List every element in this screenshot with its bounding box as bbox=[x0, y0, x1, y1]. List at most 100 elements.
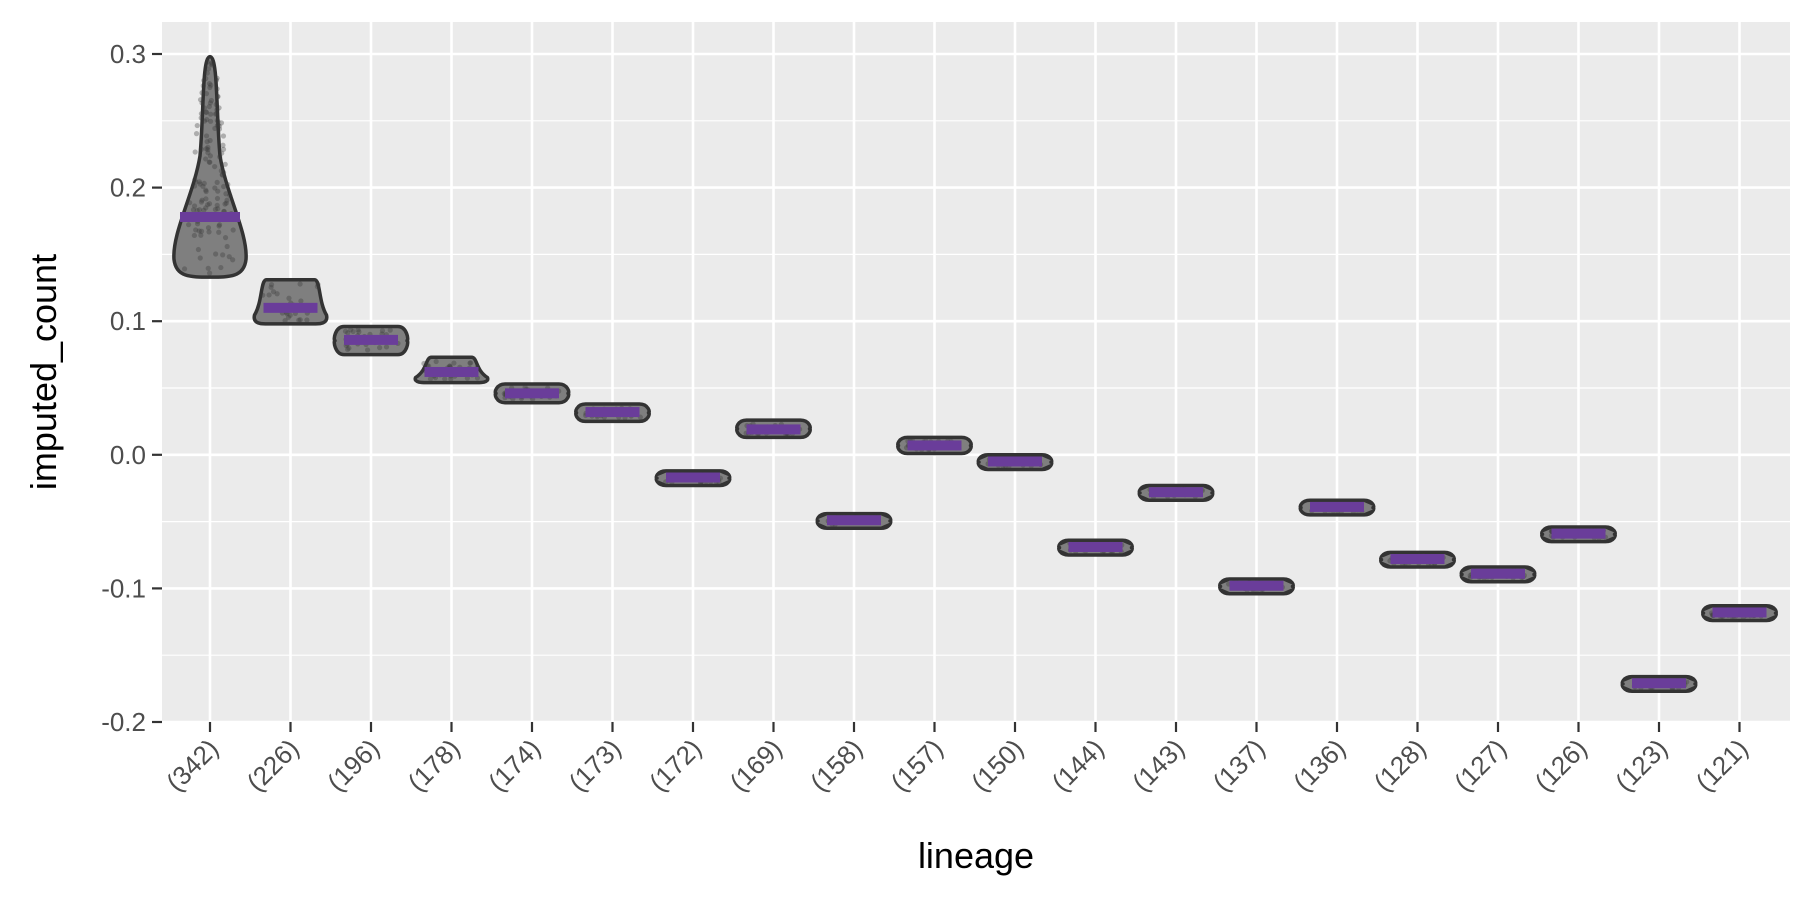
y-axis-title: imputed_count bbox=[23, 254, 64, 490]
data-point bbox=[220, 146, 227, 152]
median-bar bbox=[827, 515, 881, 526]
data-point bbox=[213, 77, 220, 83]
data-point bbox=[186, 222, 192, 228]
data-point bbox=[199, 90, 205, 96]
data-point bbox=[208, 111, 214, 117]
data-point bbox=[198, 232, 204, 238]
data-point bbox=[214, 179, 220, 185]
median-bar bbox=[1149, 487, 1203, 498]
data-point bbox=[207, 153, 213, 159]
data-point bbox=[215, 118, 221, 125]
violin bbox=[1057, 538, 1134, 557]
data-point bbox=[268, 282, 275, 288]
data-point bbox=[204, 70, 210, 76]
data-point bbox=[201, 105, 208, 111]
data-point bbox=[203, 91, 210, 97]
data-point bbox=[205, 58, 211, 65]
data-point bbox=[212, 185, 218, 191]
median-bar bbox=[344, 334, 398, 345]
data-point bbox=[285, 314, 292, 320]
data-point bbox=[199, 100, 205, 106]
data-point bbox=[190, 207, 197, 213]
data-point bbox=[219, 171, 225, 178]
data-point bbox=[208, 97, 215, 104]
data-point bbox=[213, 111, 220, 117]
data-point bbox=[214, 195, 221, 202]
data-point bbox=[298, 298, 304, 304]
data-point bbox=[193, 227, 199, 233]
data-point bbox=[212, 163, 218, 170]
data-point bbox=[214, 75, 220, 81]
median-bar bbox=[666, 472, 720, 483]
data-point bbox=[208, 118, 214, 124]
x-tick-label: (143) bbox=[1126, 733, 1190, 797]
data-point bbox=[217, 154, 223, 160]
data-point bbox=[203, 196, 209, 202]
data-point bbox=[205, 144, 211, 150]
data-point bbox=[220, 133, 227, 139]
x-tick-label: (127) bbox=[1448, 733, 1512, 797]
data-point bbox=[216, 229, 222, 235]
data-point bbox=[187, 200, 193, 206]
data-point bbox=[218, 168, 224, 174]
data-point bbox=[427, 376, 434, 382]
data-point bbox=[203, 109, 210, 115]
data-point bbox=[387, 327, 393, 333]
data-point bbox=[213, 251, 219, 257]
data-point bbox=[205, 225, 212, 231]
y-tick-label: 0.3 bbox=[110, 39, 146, 69]
x-tick-label: (123) bbox=[1609, 733, 1673, 797]
data-point bbox=[355, 327, 361, 333]
data-point bbox=[194, 221, 201, 227]
data-point bbox=[207, 137, 213, 144]
data-point bbox=[201, 180, 207, 187]
data-point bbox=[216, 222, 223, 228]
x-tick-label: (158) bbox=[804, 733, 868, 797]
violin bbox=[1540, 525, 1617, 544]
data-point bbox=[192, 177, 198, 183]
data-point bbox=[197, 255, 203, 261]
data-point bbox=[198, 199, 205, 205]
data-point bbox=[191, 232, 197, 239]
violin bbox=[413, 355, 490, 385]
data-point bbox=[314, 284, 321, 290]
data-point bbox=[198, 111, 205, 117]
data-point bbox=[195, 246, 201, 253]
data-point bbox=[193, 131, 200, 137]
data-point bbox=[209, 62, 215, 68]
data-point bbox=[220, 142, 226, 148]
data-point bbox=[204, 139, 210, 145]
data-point bbox=[216, 223, 222, 229]
data-point bbox=[468, 360, 474, 366]
data-point bbox=[225, 181, 231, 188]
x-tick-label: (144) bbox=[1046, 733, 1110, 797]
violin bbox=[1701, 604, 1778, 623]
data-point bbox=[226, 254, 232, 260]
data-point bbox=[215, 206, 221, 212]
violin-body bbox=[252, 278, 329, 326]
data-point bbox=[205, 146, 211, 153]
median-bar bbox=[1310, 501, 1364, 512]
data-point bbox=[214, 107, 220, 113]
grid-minor bbox=[162, 120, 1790, 656]
data-point bbox=[208, 82, 214, 88]
x-tick-label: (150) bbox=[965, 733, 1029, 797]
data-point bbox=[448, 376, 454, 382]
data-point bbox=[204, 116, 210, 123]
data-point bbox=[219, 150, 225, 156]
data-point bbox=[209, 60, 215, 66]
data-point bbox=[199, 197, 205, 203]
data-point bbox=[206, 229, 212, 235]
data-point bbox=[206, 201, 213, 207]
data-point bbox=[197, 97, 204, 103]
data-point bbox=[270, 289, 277, 295]
data-point bbox=[223, 200, 229, 206]
data-point bbox=[379, 328, 386, 334]
x-tick-label: (226) bbox=[241, 733, 305, 797]
data-point bbox=[198, 228, 205, 234]
data-point bbox=[212, 111, 219, 117]
violin bbox=[1379, 550, 1456, 569]
data-point bbox=[200, 83, 206, 89]
data-point bbox=[203, 146, 209, 152]
median-bar bbox=[1229, 580, 1284, 591]
